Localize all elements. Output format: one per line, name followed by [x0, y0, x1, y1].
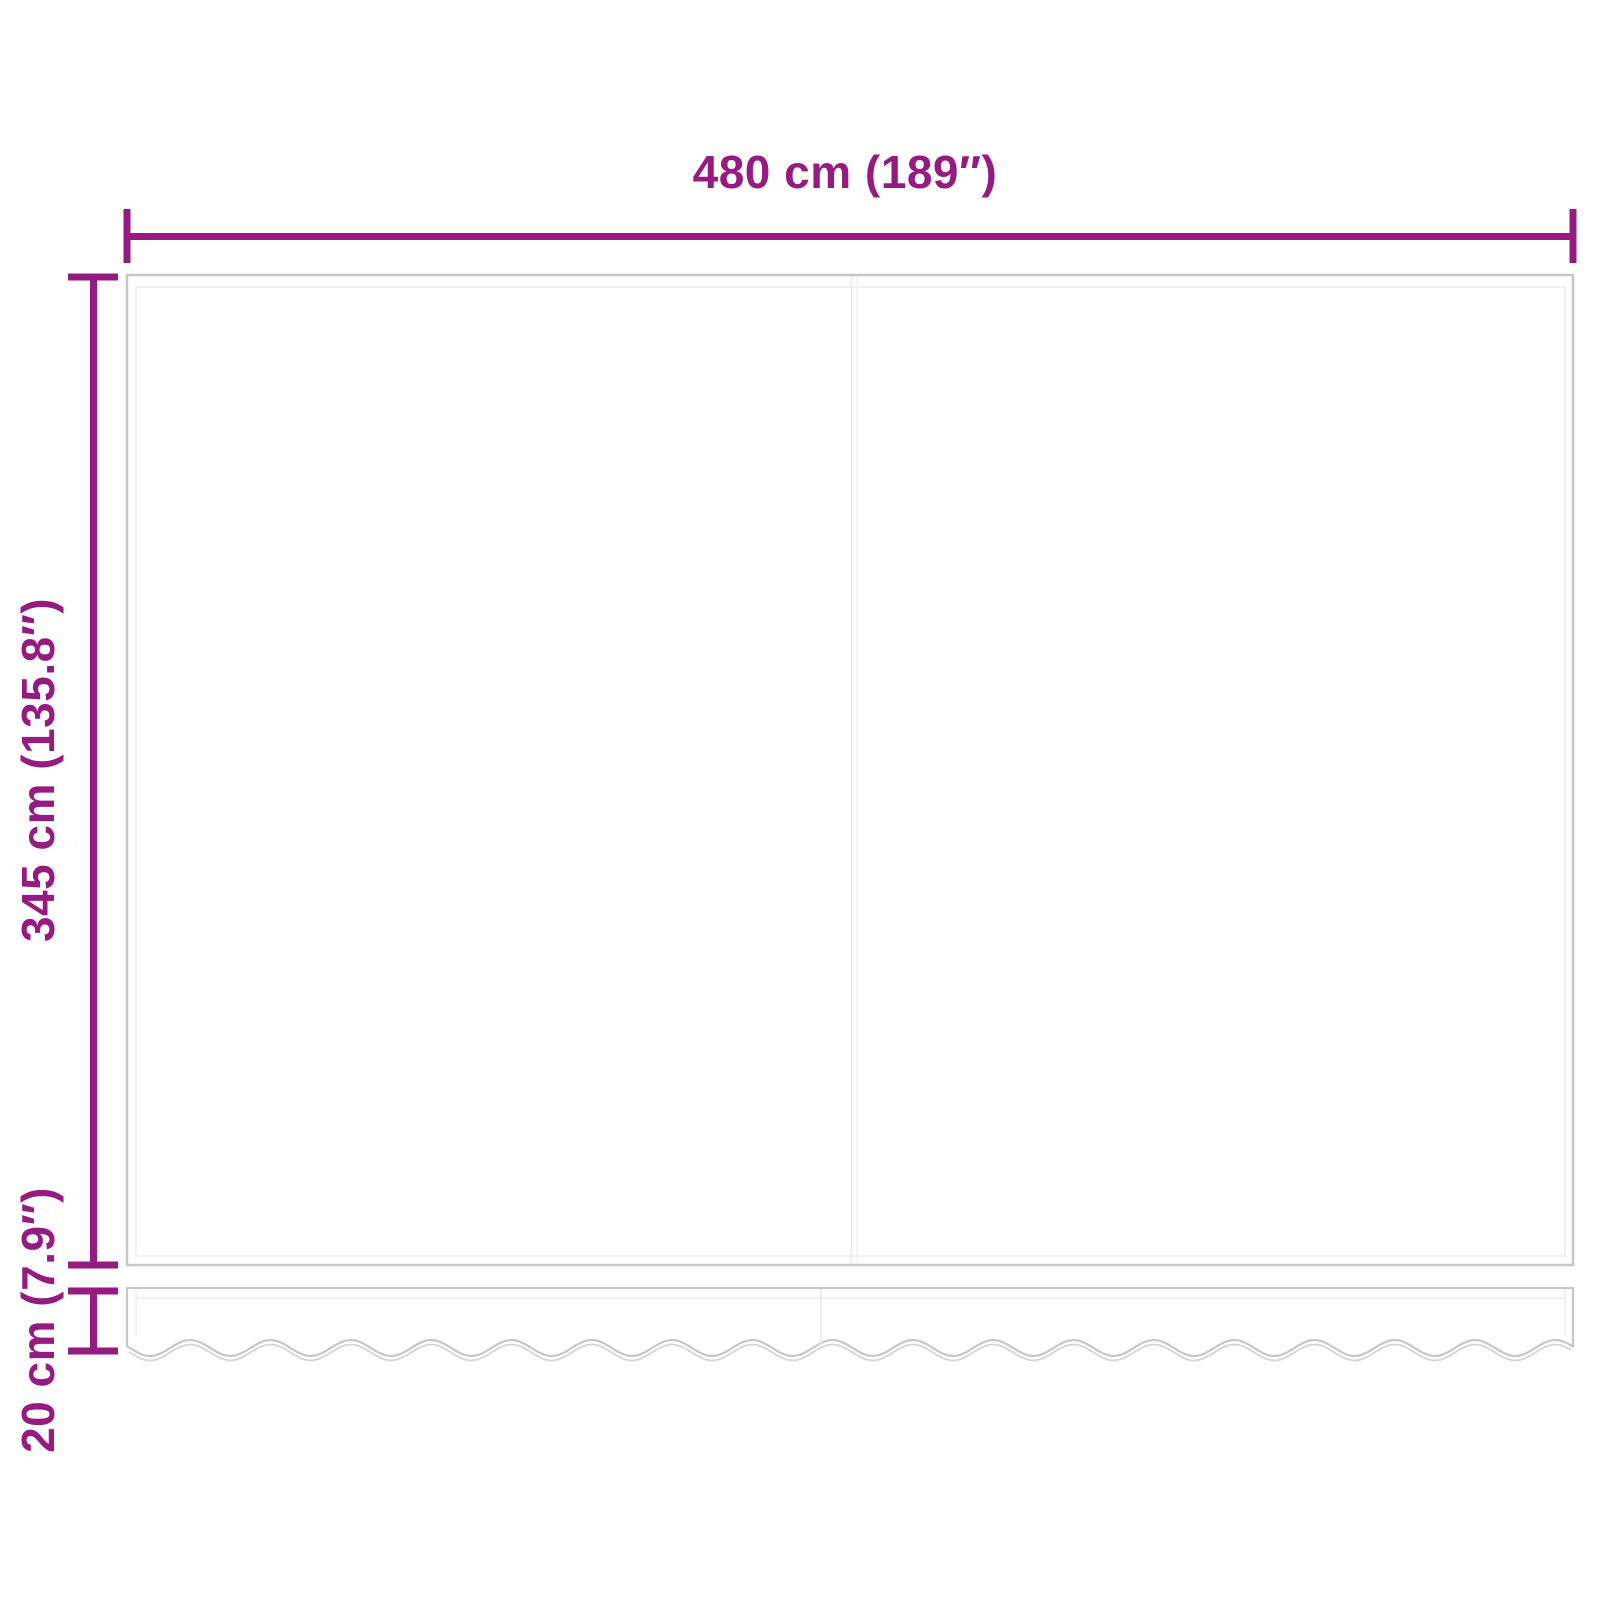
height-dimension-label: 345 cm (135.8″) — [12, 598, 64, 942]
valance-outline — [125, 1286, 1575, 1358]
valance-wave-hem-line — [128, 1343, 1572, 1362]
fabric-panel — [125, 273, 1575, 1267]
fabric-panel-hem-line — [135, 286, 1566, 1257]
valance-dimension-label: 20 cm (7.9″) — [12, 1187, 64, 1453]
height-dimension: 345 cm (135.8″) — [12, 273, 118, 1269]
width-dimension: 480 cm (189″) — [123, 146, 1577, 263]
width-dimension-label: 480 cm (189″) — [693, 146, 998, 198]
valance-panel — [125, 1286, 1575, 1362]
valance-dimension: 20 cm (7.9″) — [12, 1187, 118, 1453]
fabric-panel-outline — [125, 273, 1575, 1267]
